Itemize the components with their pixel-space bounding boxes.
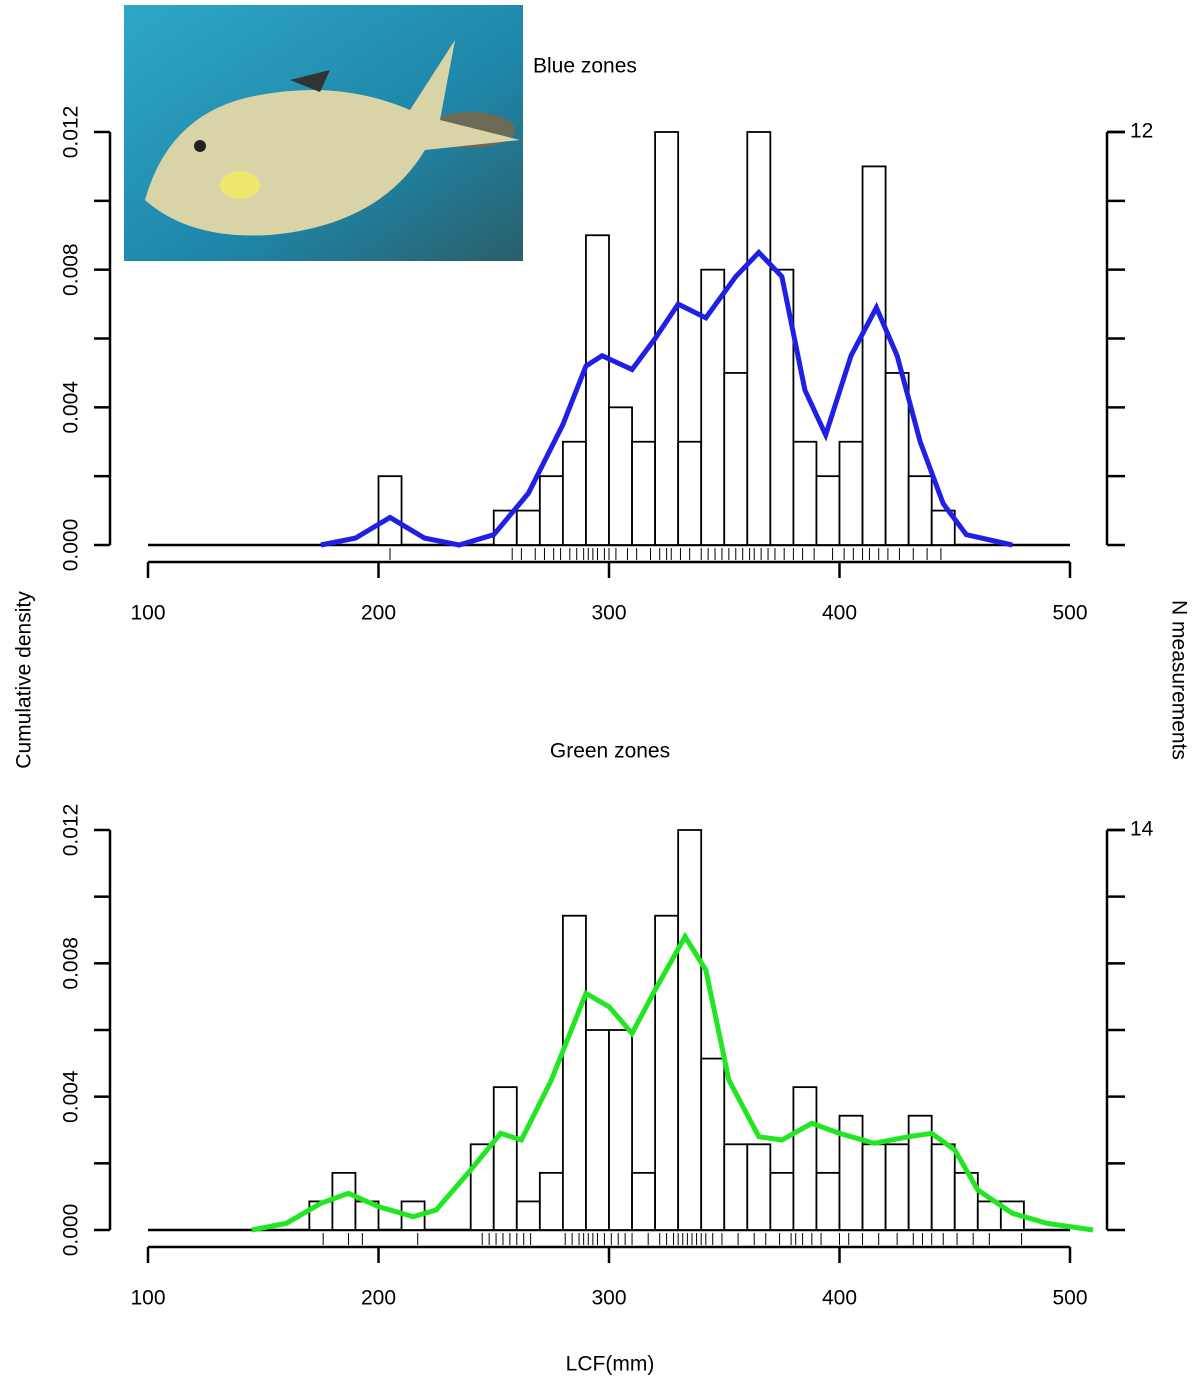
- bar: [377, 475, 403, 546]
- y-tick-label: 0.004: [60, 381, 83, 434]
- y-tick-label: 0.004: [60, 1070, 83, 1123]
- x-tick-label: 300: [591, 1287, 626, 1310]
- bar: [585, 1029, 610, 1231]
- bar: [677, 829, 703, 1231]
- y-tick-label: 0.008: [60, 243, 83, 296]
- bar: [907, 475, 933, 546]
- bar: [562, 914, 587, 1231]
- density-curve: [320, 248, 1013, 548]
- bar: [746, 1143, 772, 1231]
- bar: [585, 234, 610, 546]
- bar: [538, 1171, 564, 1231]
- bar: [723, 372, 749, 546]
- x-axis-label: LCF(mm): [566, 1353, 655, 1376]
- chart-title: Green zones: [550, 740, 670, 763]
- y-tick-label: 0.008: [60, 937, 83, 990]
- y2-axis-label: N measurements: [1167, 600, 1190, 760]
- bar: [677, 440, 703, 546]
- bar: [792, 440, 818, 546]
- x-tick-label: 100: [130, 1287, 165, 1310]
- bar: [723, 1143, 749, 1231]
- x-tick-label: 500: [1052, 1287, 1087, 1310]
- x-tick-label: 300: [591, 602, 626, 625]
- fish-photo: [124, 5, 523, 261]
- bar: [654, 131, 680, 546]
- bar: [815, 475, 841, 546]
- x-tick-label: 400: [822, 602, 857, 625]
- x-tick-label: 400: [822, 1287, 857, 1310]
- bar: [538, 475, 564, 546]
- bar: [838, 440, 864, 546]
- bar: [930, 509, 956, 546]
- y2-tick-label: 12: [1130, 120, 1153, 143]
- bar: [930, 1143, 956, 1231]
- density-curve: [251, 931, 1094, 1233]
- bar: [654, 914, 680, 1231]
- chart-title: Blue zones: [533, 55, 637, 78]
- bar: [815, 1171, 841, 1231]
- bar: [792, 1086, 818, 1231]
- bar: [861, 165, 887, 546]
- y-tick-label: 0.012: [60, 106, 83, 159]
- x-tick-label: 100: [130, 602, 165, 625]
- bar: [631, 440, 656, 546]
- bar: [515, 1200, 541, 1231]
- bar: [769, 268, 795, 546]
- bar: [769, 1171, 795, 1231]
- x-tick-label: 200: [361, 602, 396, 625]
- bar: [608, 1029, 633, 1231]
- y2-tick-label: 14: [1130, 818, 1154, 841]
- bar: [861, 1143, 887, 1231]
- bar: [515, 509, 541, 546]
- bar: [562, 440, 587, 546]
- bar: [700, 1057, 726, 1231]
- bar: [884, 372, 910, 546]
- bar: [492, 1086, 518, 1231]
- x-tick-label: 200: [361, 1287, 396, 1310]
- bar: [746, 131, 772, 546]
- bar: [608, 406, 633, 546]
- y-axis-label: Cumulative density: [13, 591, 36, 769]
- bar: [331, 1171, 357, 1231]
- bar: [631, 1171, 656, 1231]
- y-tick-label: 0.000: [60, 519, 83, 572]
- bar: [884, 1143, 910, 1231]
- x-tick-label: 500: [1052, 602, 1087, 625]
- y-tick-label: 0.012: [60, 804, 83, 857]
- y-tick-label: 0.000: [60, 1204, 83, 1257]
